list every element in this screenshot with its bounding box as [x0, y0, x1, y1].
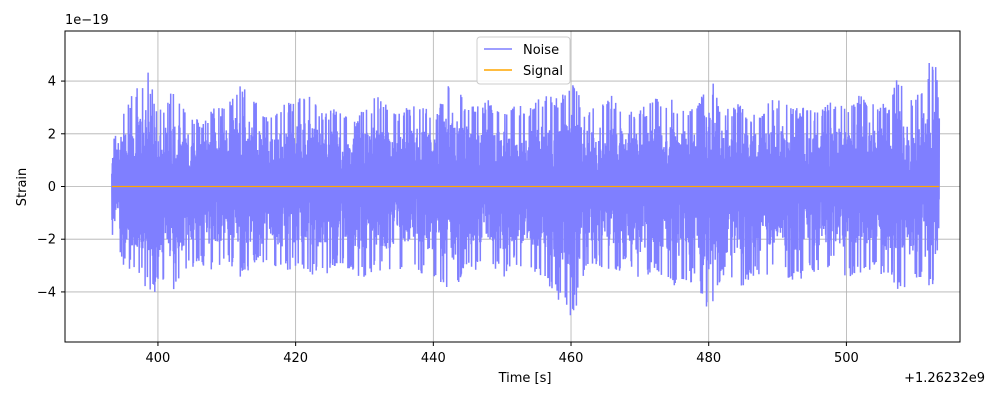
y-tick-label: 2	[48, 127, 56, 142]
legend-label-noise: Noise	[523, 43, 559, 58]
y-tick-label: 4	[48, 75, 56, 90]
y-tick-label: −2	[37, 233, 56, 248]
x-axis-label: Time [s]	[498, 371, 552, 386]
y-tick-label: −4	[37, 285, 56, 300]
y-tick-label: 0	[48, 180, 56, 195]
x-tick-label: 440	[421, 351, 446, 366]
x-tick-label: 420	[283, 351, 308, 366]
x-tick-label: 480	[696, 351, 721, 366]
legend-label-signal: Signal	[523, 64, 563, 79]
legend: Noise Signal	[476, 36, 571, 85]
x-offset-label: +1.26232e9	[904, 371, 985, 386]
y-scale-label: 1e−19	[65, 13, 109, 28]
y-axis-ticks: −4 −2 0 2 4	[37, 75, 65, 300]
x-tick-label: 460	[559, 351, 584, 366]
series-layer	[111, 62, 941, 316]
x-tick-label: 400	[146, 351, 171, 366]
noise-series-line	[111, 62, 941, 316]
x-axis-ticks: 400 420 440 460 480 500	[146, 342, 859, 366]
x-tick-label: 500	[834, 351, 859, 366]
y-axis-label: Strain	[15, 168, 30, 207]
